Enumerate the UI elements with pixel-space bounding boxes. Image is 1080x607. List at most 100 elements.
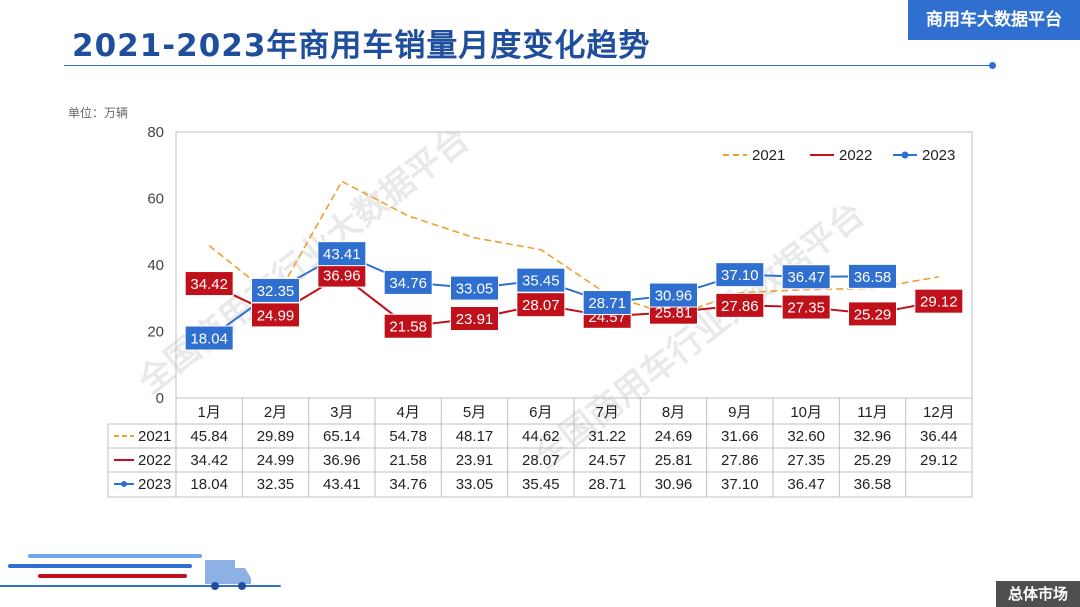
watermark-text: 全国商用车行业大数据平台 xyxy=(130,119,476,402)
table-value-cell: 18.04 xyxy=(190,476,228,493)
data-label-box-2022 xyxy=(516,292,566,318)
data-label-2023: 30.96 xyxy=(655,288,693,305)
data-label-box-2023 xyxy=(383,269,433,295)
y-tick-label: 40 xyxy=(147,257,164,274)
table-value-cell: 43.41 xyxy=(323,476,361,493)
table-value-cell: 36.96 xyxy=(323,452,361,469)
table-value-cell: 29.12 xyxy=(920,452,958,469)
table-value-cell: 31.66 xyxy=(721,428,759,445)
table-value-cell: 36.58 xyxy=(854,476,892,493)
table-value-cell: 33.05 xyxy=(456,476,494,493)
table-value-cell: 45.84 xyxy=(190,428,228,445)
table-value-cell: 44.62 xyxy=(522,428,560,445)
data-label-2023: 34.76 xyxy=(389,275,427,292)
table-value-cell: 28.71 xyxy=(588,476,626,493)
table-series-name: 2022 xyxy=(138,452,171,469)
data-label-2023: 35.45 xyxy=(522,273,560,290)
data-label-2023: 33.05 xyxy=(456,281,494,298)
data-label-box-2023 xyxy=(715,262,765,288)
table-value-cell: 32.60 xyxy=(787,428,825,445)
data-label-box-2022 xyxy=(914,288,964,314)
table-series-name: 2023 xyxy=(138,476,171,493)
data-label-2022: 24.99 xyxy=(257,307,295,324)
table-value-cell: 65.14 xyxy=(323,428,361,445)
table-series-name: 2021 xyxy=(138,428,171,445)
data-label-box-2022 xyxy=(383,313,433,339)
data-label-2022: 36.96 xyxy=(323,268,361,285)
x-category-label: 8月 xyxy=(662,404,685,421)
x-category-label: 9月 xyxy=(728,404,751,421)
truck-logo-icon xyxy=(0,554,281,590)
brand-badge: 商用车大数据平台 xyxy=(908,0,1080,40)
x-category-label: 3月 xyxy=(330,404,353,421)
data-label-box-2023 xyxy=(450,275,499,301)
title-underline xyxy=(64,65,994,66)
data-label-2022: 21.58 xyxy=(389,319,427,336)
table-value-cell: 36.47 xyxy=(787,476,825,493)
title-underline-dot xyxy=(989,62,996,69)
table-value-cell: 34.76 xyxy=(389,476,427,493)
unit-label: 单位：万辆 xyxy=(68,106,129,120)
data-label-2022: 34.42 xyxy=(190,276,228,293)
data-label-box-2022 xyxy=(781,294,831,320)
data-label-box-2022 xyxy=(184,271,234,297)
page-title: 2021-2023年商用车销量月度变化趋势 xyxy=(72,28,651,64)
data-table-grid xyxy=(107,397,973,498)
table-value-cell: 24.57 xyxy=(588,452,626,469)
y-tick-label: 0 xyxy=(156,390,164,407)
data-label-2022: 23.91 xyxy=(456,311,494,328)
table-value-cell: 27.35 xyxy=(787,452,825,469)
x-category-label: 6月 xyxy=(529,404,552,421)
legend-entry: 2021 xyxy=(752,147,785,164)
legend-marker xyxy=(901,151,909,159)
table-value-cell: 21.58 xyxy=(389,452,427,469)
table-value-cell: 28.07 xyxy=(522,452,560,469)
data-label-box-2023 xyxy=(781,264,831,290)
data-label-2023: 36.47 xyxy=(787,269,825,286)
table-value-cell: 29.89 xyxy=(257,428,295,445)
x-category-label: 2月 xyxy=(264,404,287,421)
data-label-box-2023 xyxy=(184,325,234,351)
table-value-cell: 36.44 xyxy=(920,428,958,445)
y-tick-label: 20 xyxy=(147,324,164,341)
table-value-cell: 48.17 xyxy=(456,428,494,445)
data-label-2022: 27.86 xyxy=(721,298,759,315)
table-value-cell: 54.78 xyxy=(389,428,427,445)
table-value-cell: 35.45 xyxy=(522,476,560,493)
x-category-label: 4月 xyxy=(396,404,419,421)
data-label-box-2023 xyxy=(317,241,367,267)
data-label-box-2022 xyxy=(317,262,367,288)
legend-entry: 2023 xyxy=(922,147,955,164)
data-label-2022: 25.29 xyxy=(854,306,892,323)
data-label-box-2023 xyxy=(251,277,300,303)
data-label-2022: 29.12 xyxy=(920,294,958,311)
table-value-cell: 24.69 xyxy=(655,428,693,445)
y-tick-label: 80 xyxy=(147,124,164,141)
data-label-box-2022 xyxy=(715,292,765,318)
x-category-label: 12月 xyxy=(923,404,955,421)
table-legend-marker xyxy=(121,481,127,487)
x-category-label: 7月 xyxy=(595,404,618,421)
data-label-box-2022 xyxy=(450,305,499,331)
table-value-cell: 27.86 xyxy=(721,452,759,469)
table-value-cell: 32.96 xyxy=(854,428,892,445)
y-tick-label: 60 xyxy=(147,191,164,208)
data-label-2023: 18.04 xyxy=(190,331,228,348)
data-label-box-2023 xyxy=(848,263,897,289)
series-line-2021 xyxy=(208,180,939,317)
data-label-box-2022 xyxy=(848,301,897,327)
data-label-box-2023 xyxy=(516,267,566,293)
table-value-cell: 25.81 xyxy=(655,452,693,469)
x-category-label: 11月 xyxy=(857,404,888,421)
x-category-label: 10月 xyxy=(790,404,822,421)
x-category-label: 5月 xyxy=(463,404,486,421)
table-value-cell: 37.10 xyxy=(721,476,759,493)
table-value-cell: 32.35 xyxy=(257,476,295,493)
data-label-2022: 27.35 xyxy=(787,300,825,317)
legend-entry: 2022 xyxy=(839,147,872,164)
data-label-2023: 32.35 xyxy=(257,283,295,300)
section-tag: 总体市场 xyxy=(996,581,1080,607)
data-label-2023: 36.58 xyxy=(854,269,892,286)
table-value-cell: 24.99 xyxy=(257,452,295,469)
